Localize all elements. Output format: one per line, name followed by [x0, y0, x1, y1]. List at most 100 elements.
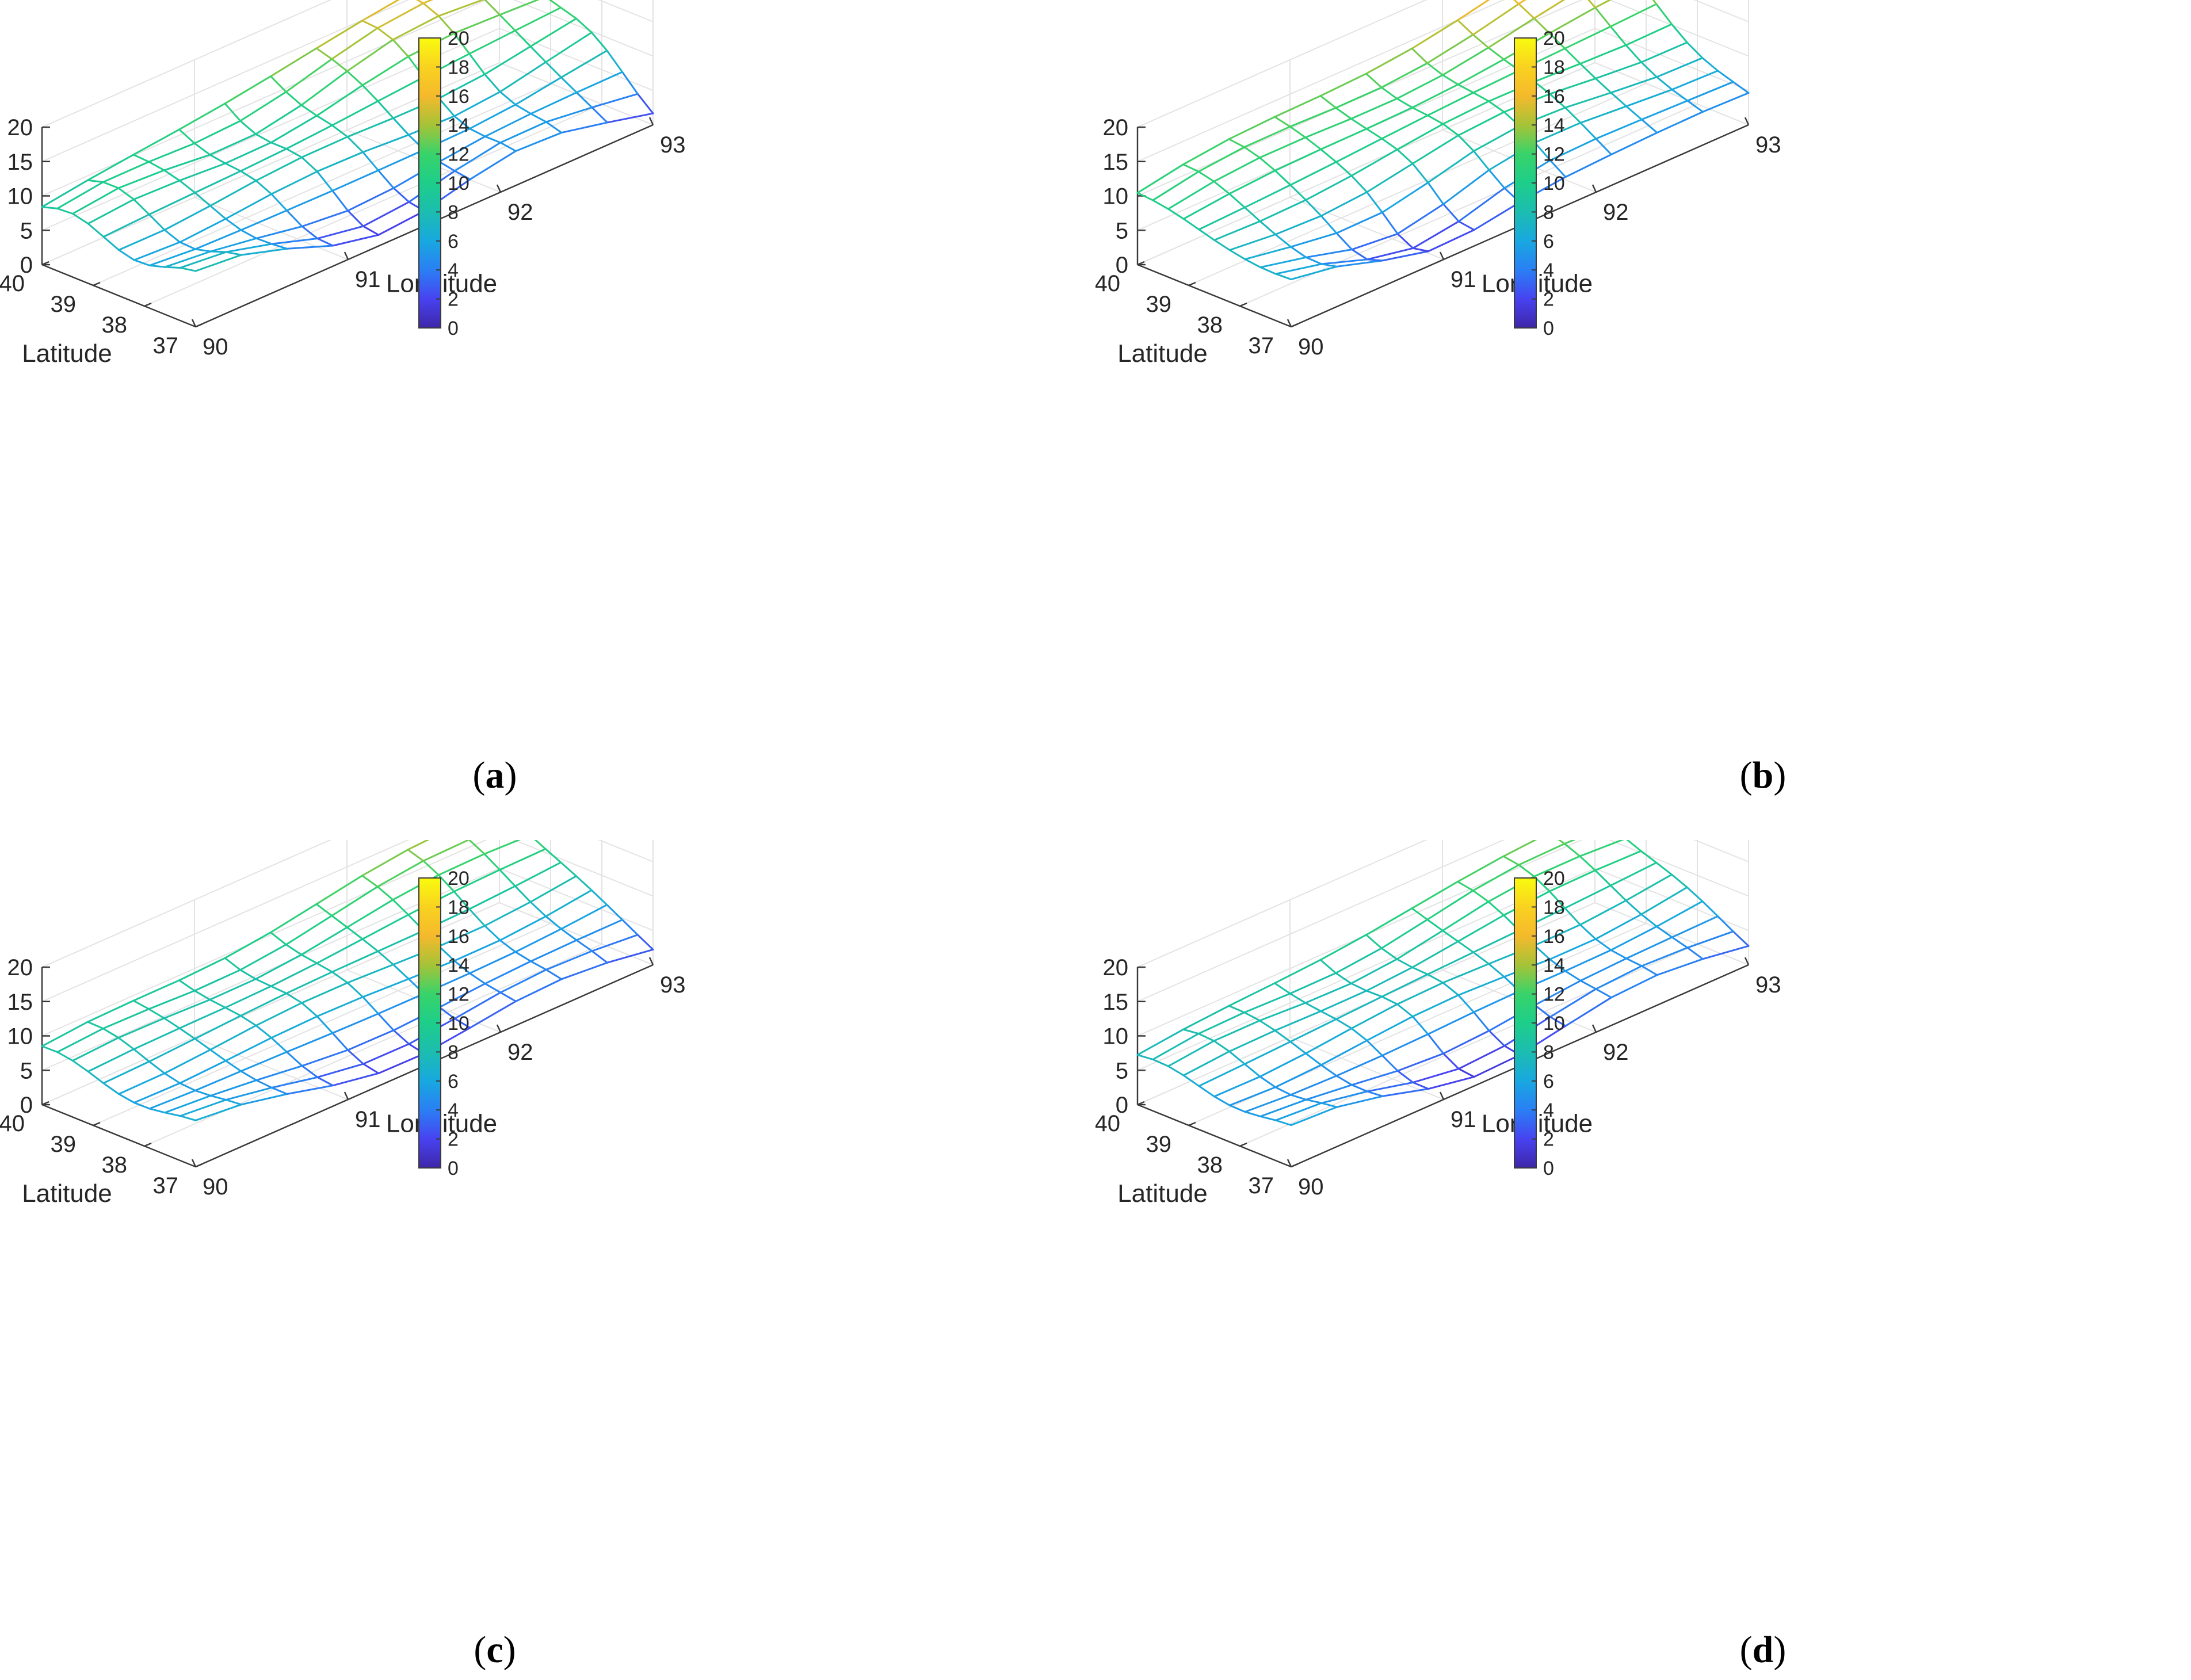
colorbar: 0 2 4 6 8 10 12 14 16 18 20 — [1514, 28, 1565, 339]
longitude-tick-mark — [496, 1024, 502, 1033]
mesh-edge — [534, 840, 547, 850]
mesh-edge — [1289, 1018, 1337, 1043]
mesh-edge — [148, 248, 196, 266]
longitude-tick-mark — [343, 1091, 349, 1100]
mesh-edge — [1366, 258, 1384, 262]
mesh-edge — [1198, 228, 1215, 241]
latitude-tick-label: 40 — [0, 1111, 25, 1136]
mesh-edge — [1350, 1027, 1368, 1041]
mesh-edge — [1336, 1095, 1384, 1108]
longitude-axis-label: Longitude — [386, 1110, 497, 1138]
mesh-edge — [484, 113, 532, 138]
mesh-edge — [1320, 191, 1368, 217]
mesh-edge — [1626, 840, 1642, 852]
mesh-edge — [377, 169, 395, 189]
z-tick-label: 20 — [7, 115, 33, 140]
mesh-edge — [240, 209, 288, 231]
mesh-edge — [118, 249, 135, 261]
mesh-edge — [1655, 76, 1673, 91]
mesh-edge — [1640, 886, 1688, 915]
mesh-edge — [1671, 915, 1719, 938]
mesh-edge — [1732, 930, 1750, 947]
mesh-edge — [148, 1108, 166, 1114]
mesh-edge — [1228, 249, 1246, 261]
mesh-edge — [331, 1032, 349, 1051]
mesh-edge — [1228, 1086, 1277, 1106]
mesh-edge — [1274, 95, 1322, 118]
mesh-edge — [301, 209, 349, 227]
latitude-axis-line — [1137, 264, 1292, 328]
mesh-edge — [285, 190, 334, 212]
mesh-edge — [1411, 966, 1429, 976]
mesh-edge — [1182, 217, 1200, 231]
colorbar-tick-label: 2 — [448, 289, 459, 311]
mesh-edge — [453, 960, 471, 975]
mesh-edge — [164, 1112, 181, 1117]
mesh-edge — [468, 29, 516, 55]
caption-d: (d) — [1739, 1629, 1787, 1671]
mesh-edge — [1228, 193, 1246, 209]
latitude-tick-label: 39 — [51, 292, 77, 317]
mesh-edge — [1336, 259, 1384, 268]
colorbar-tick-label: 6 — [448, 1071, 459, 1093]
mesh-edge — [285, 124, 333, 150]
mesh-edge — [1197, 1033, 1215, 1042]
mesh-edge — [1320, 1090, 1368, 1104]
mesh-edge — [591, 93, 639, 109]
mesh-edge — [484, 45, 532, 75]
mesh-edge — [1579, 105, 1628, 124]
mesh-edge — [484, 135, 502, 144]
mesh-edge — [362, 133, 410, 153]
longitude-tick-label: 90 — [203, 1174, 228, 1200]
mesh-edge — [548, 0, 562, 9]
mesh-edge — [224, 75, 272, 105]
mesh-edge — [1243, 207, 1261, 223]
mesh-edge — [87, 1021, 104, 1030]
mesh-edge — [1701, 57, 1719, 72]
mesh-edge — [1411, 162, 1429, 184]
mesh-edge — [209, 133, 257, 156]
mesh-edge — [1457, 83, 1475, 94]
mesh-edge — [362, 996, 379, 1015]
mesh-edge — [1702, 92, 1750, 113]
axes: 051015203738394090919293GDOPLatitudeLong… — [1096, 115, 1781, 368]
mesh-edge — [1686, 946, 1704, 960]
caption-b: (b) — [1739, 754, 1787, 796]
mesh-edge — [301, 156, 318, 173]
mesh-edge — [1411, 47, 1429, 64]
mesh-edge — [499, 142, 517, 152]
mesh-edge — [1335, 86, 1383, 109]
mesh-edge — [1412, 220, 1460, 249]
mesh-edge — [1609, 25, 1627, 46]
longitude-tick-mark — [1287, 319, 1292, 327]
mesh-edge — [1228, 1005, 1246, 1014]
longitude-tick-mark — [1591, 1024, 1597, 1033]
mesh-edge — [56, 181, 104, 209]
subplot-a: 051015203738394090919293GDOPLatitudeLong… — [0, 0, 1096, 840]
mesh-edge — [255, 1065, 303, 1082]
mesh-edge — [1457, 58, 1505, 86]
longitude-tick-label: 91 — [1451, 1107, 1476, 1132]
mesh-edge — [254, 953, 303, 980]
latitude-tick-label: 37 — [153, 1173, 179, 1198]
mesh-edge — [224, 985, 272, 1009]
mesh-edge — [590, 889, 608, 906]
mesh-edge — [1290, 265, 1338, 281]
z-tick-label: 20 — [1103, 955, 1129, 980]
mesh-edge — [437, 15, 455, 35]
mesh-edge — [1488, 1030, 1506, 1047]
mesh-edge — [1244, 1110, 1262, 1117]
mesh-edge — [1365, 990, 1383, 998]
mesh-edge — [347, 187, 395, 212]
grid-line — [598, 0, 654, 22]
mesh-edge — [163, 169, 181, 182]
mesh-edge — [178, 162, 227, 182]
mesh-edge — [1335, 232, 1353, 251]
mesh-edge — [300, 104, 318, 117]
mesh-edge — [1396, 1003, 1414, 1018]
mesh-edge — [331, 915, 348, 929]
mesh-edge — [362, 225, 380, 236]
mesh-edge — [1335, 1055, 1383, 1077]
mesh-edge — [422, 2, 440, 17]
longitude-tick-mark — [1744, 117, 1750, 125]
